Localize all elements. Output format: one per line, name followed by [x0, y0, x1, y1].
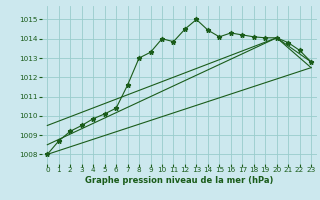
X-axis label: Graphe pression niveau de la mer (hPa): Graphe pression niveau de la mer (hPa) — [85, 176, 273, 185]
